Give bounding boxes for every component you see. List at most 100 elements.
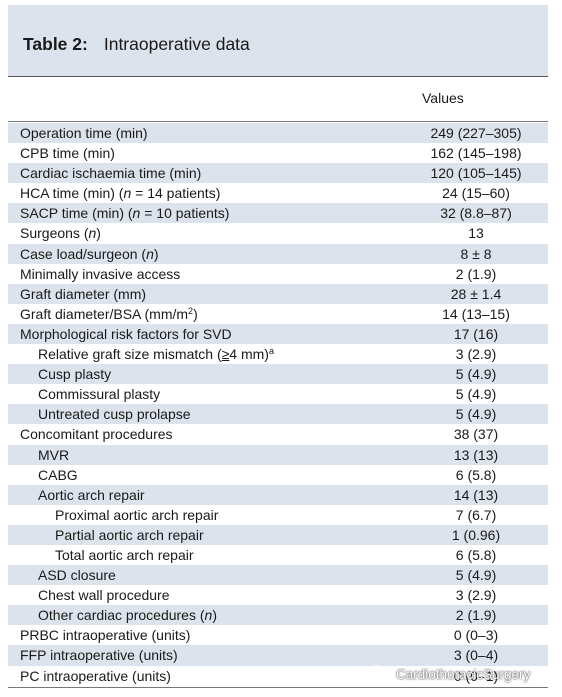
table-row: MVR 13 (13) (8, 444, 548, 465)
table-row: Relative graft size mismatch (≥4 mm)a 3 (… (8, 344, 548, 364)
row-label: Cardiac ischaemia time (min) (20, 165, 202, 182)
row-label: Graft diameter/BSA (mm/m2) (20, 304, 198, 324)
label-part: n (132, 205, 141, 222)
column-header-values: Values (422, 90, 464, 106)
label-part: n (204, 607, 213, 624)
table-row: Untreated cusp prolapse 5 (4.9) (8, 404, 548, 425)
label-part: = 10 patients) (140, 205, 230, 222)
row-value: 5 (4.9) (455, 366, 497, 383)
row-value: 5 (4.9) (455, 406, 497, 423)
row-label: Concomitant procedures (20, 426, 173, 443)
row-value: 3 (2.9) (455, 346, 497, 363)
label-part: ) (153, 245, 159, 262)
row-label: Untreated cusp prolapse (38, 406, 191, 423)
table-caption: Intraoperative data (103, 34, 250, 54)
row-value: 3 (2.9) (455, 587, 497, 604)
row-label: PC intraoperative (units) (20, 667, 171, 684)
table-row: Graft diameter/BSA (mm/m2) 14 (13–15) (8, 304, 548, 324)
row-value: 5 (4.9) (455, 567, 497, 584)
label-part: Case load/surgeon ( (20, 245, 147, 262)
label-part: ≥ (221, 346, 230, 363)
row-value: 28 ± 1.4 (450, 285, 502, 302)
row-value: 7 (6.7) (455, 506, 497, 523)
row-value: 6 (5.8) (455, 546, 497, 563)
row-value: 8 ± 8 (460, 245, 492, 262)
table-row: PC intraoperative (units) 0 (0–1) (8, 666, 548, 686)
table-row: Proximal aortic arch repair 7 (6.7) (8, 505, 548, 525)
row-value: 2 (1.9) (455, 265, 497, 282)
label-part: Surgeons ( (20, 225, 89, 242)
wechat-icon (369, 665, 389, 682)
table-row: Other cardiac procedures (n) 2 (1.9) (8, 605, 548, 626)
table-row: Graft diameter (mm) 28 ± 1.4 (8, 283, 548, 304)
row-value: 17 (16) (453, 325, 499, 342)
row-label: Surgeons (n) (20, 223, 101, 243)
table-row: Partial aortic arch repair 1 (0.96) (8, 524, 548, 545)
label-part: = 14 patients) (131, 185, 221, 202)
table-title: Table 2: Intraoperative data (23, 34, 250, 55)
table-title-band: Table 2: Intraoperative data (8, 5, 548, 77)
table-row: FFP intraoperative (units) 3 (0–4) (8, 645, 548, 666)
row-label: Minimally invasive access (20, 265, 181, 282)
label-part: ) (212, 607, 217, 624)
table-row: Case load/surgeon (n) 8 ± 8 (8, 243, 548, 264)
table-row: Commissural plasty 5 (4.9) (8, 384, 548, 404)
table-row: Surgeons (n) 13 (8, 223, 548, 243)
row-value: 24 (15–60) (442, 185, 510, 202)
row-value: 13 (13) (453, 446, 499, 463)
label-part: SACP time (min) ( (20, 205, 133, 222)
row-value: 32 (8.8–87) (440, 205, 512, 222)
row-label: Total aortic arch repair (55, 546, 194, 563)
row-value: 0 (0–1) (453, 667, 499, 684)
table-row: Cardiac ischaemia time (min) 120 (105–145… (8, 163, 548, 184)
table-body: Operation time (min) 249 (227–305) CPB tim… (8, 123, 548, 686)
row-label: Graft diameter (mm) (20, 285, 147, 302)
watermark-text: CardiothoracicSurgery (396, 666, 531, 682)
row-value: 14 (13) (453, 486, 499, 503)
table-row: CABG 6 (5.8) (8, 465, 548, 485)
row-value: 14 (13–15) (442, 305, 510, 322)
row-value: 5 (4.9) (455, 386, 497, 403)
row-label: Aortic arch repair (38, 486, 145, 503)
table-row: Chest wall procedure 3 (2.9) (8, 585, 548, 605)
row-value: 162 (145–198) (430, 145, 522, 162)
row-value: 6 (5.8) (455, 466, 497, 483)
row-label: Case load/surgeon (n) (20, 244, 159, 264)
row-label: ASD closure (38, 567, 116, 584)
table-row: Cusp plasty 5 (4.9) (8, 364, 548, 385)
label-part: Graft diameter/BSA (mm/m (20, 305, 189, 322)
table-container: Table 2: Intraoperative data Values Opera… (8, 0, 548, 697)
table-number: Table 2: (23, 34, 88, 54)
row-label: Morphological risk factors for SVD (20, 325, 232, 342)
row-value: 120 (105–145) (430, 165, 522, 182)
table-row: CPB time (min) 162 (145–198) (8, 143, 548, 163)
table-row: Morphological risk factors for SVD 17 (16… (8, 323, 548, 345)
table-row: SACP time (min) (n = 10 patients) 32 (8.8… (8, 203, 548, 224)
label-part: 4 mm) (229, 346, 269, 363)
row-label: MVR (38, 446, 70, 463)
label-part: n (123, 185, 132, 202)
row-value: 3 (0–4) (453, 647, 499, 664)
row-label: HCA time (min) (n = 14 patients) (20, 183, 220, 203)
table-row: Operation time (min) 249 (227–305) (8, 123, 548, 144)
row-value: 38 (37) (453, 426, 499, 443)
row-label: Chest wall procedure (38, 587, 170, 604)
row-label: Proximal aortic arch repair (55, 506, 219, 523)
row-label: CABG (38, 466, 78, 483)
label-part: HCA time (min) ( (20, 185, 124, 202)
label-part: 2 (188, 305, 194, 316)
table-row: ASD closure 5 (4.9) (8, 565, 548, 586)
row-label: Relative graft size mismatch (≥4 mm)a (38, 344, 274, 364)
row-label: PRBC intraoperative (units) (20, 627, 191, 644)
table-row: Concomitant procedures 38 (37) (8, 424, 548, 444)
row-value: 13 (468, 225, 484, 242)
row-label: SACP time (min) (n = 10 patients) (20, 203, 229, 223)
row-label: Operation time (min) (20, 125, 148, 141)
table-row: Total aortic arch repair 6 (5.8) (8, 545, 548, 565)
row-value: 249 (227–305) (430, 125, 522, 141)
table-row: Aortic arch repair 14 (13) (8, 484, 548, 505)
label-part: Other cardiac procedures ( (38, 607, 205, 624)
header-rule (8, 121, 548, 122)
label-part: ) (96, 225, 101, 242)
table-row: Minimally invasive access 2 (1.9) (8, 264, 548, 284)
